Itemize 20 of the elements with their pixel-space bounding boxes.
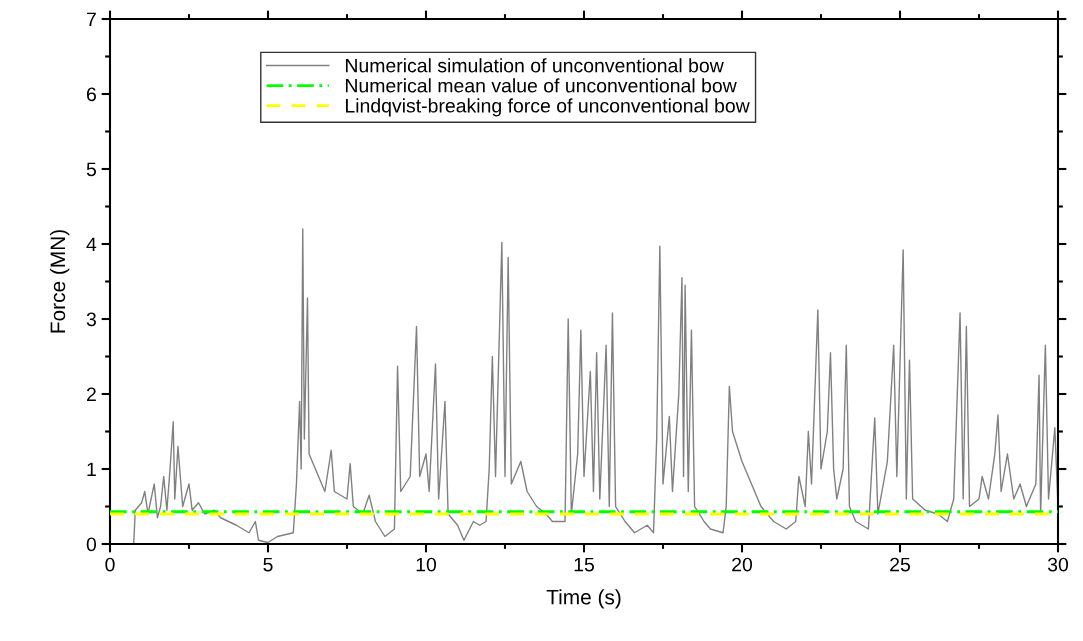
x-tick-label: 5 [263,557,273,572]
x-tick-label: 15 [574,557,594,572]
y-tick-label: 2 [86,387,96,402]
y-tick-label: 4 [86,237,97,252]
y-tick-label: 5 [86,162,96,177]
x-tick-label: 20 [732,557,753,572]
legend-label: Numerical mean value of unconventional bow [345,78,737,93]
y-tick-label: 6 [86,87,96,102]
legend-label: Numerical simulation of unconventional bow [345,58,724,73]
x-tick-label: 30 [1047,557,1069,572]
legend-label: Lindqvist-breaking force of unconventional bow [345,98,750,117]
y-tick-label: 0 [86,537,97,552]
x-axis-title: Time (s) [546,589,621,609]
y-tick-label: 1 [87,462,96,477]
y-tick-label: 3 [86,312,96,327]
y-axis-title: Force (MN) [49,230,70,333]
x-tick-label: 0 [105,557,115,572]
x-tick-label: 10 [416,557,437,572]
y-tick-label: 7 [86,12,96,27]
x-tick-label: 25 [890,557,910,572]
